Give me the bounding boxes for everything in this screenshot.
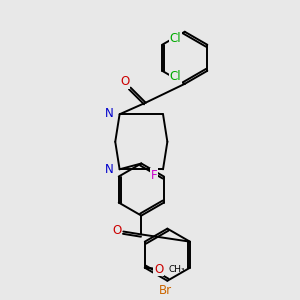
- Text: O: O: [120, 75, 129, 88]
- Text: N: N: [104, 164, 113, 176]
- Text: O: O: [112, 224, 122, 237]
- Text: Br: Br: [159, 284, 172, 297]
- Text: CH₃: CH₃: [169, 265, 185, 274]
- Text: Cl: Cl: [169, 32, 181, 46]
- Text: O: O: [154, 263, 163, 276]
- Text: N: N: [104, 107, 113, 120]
- Text: Cl: Cl: [169, 70, 181, 83]
- Text: F: F: [150, 169, 157, 182]
